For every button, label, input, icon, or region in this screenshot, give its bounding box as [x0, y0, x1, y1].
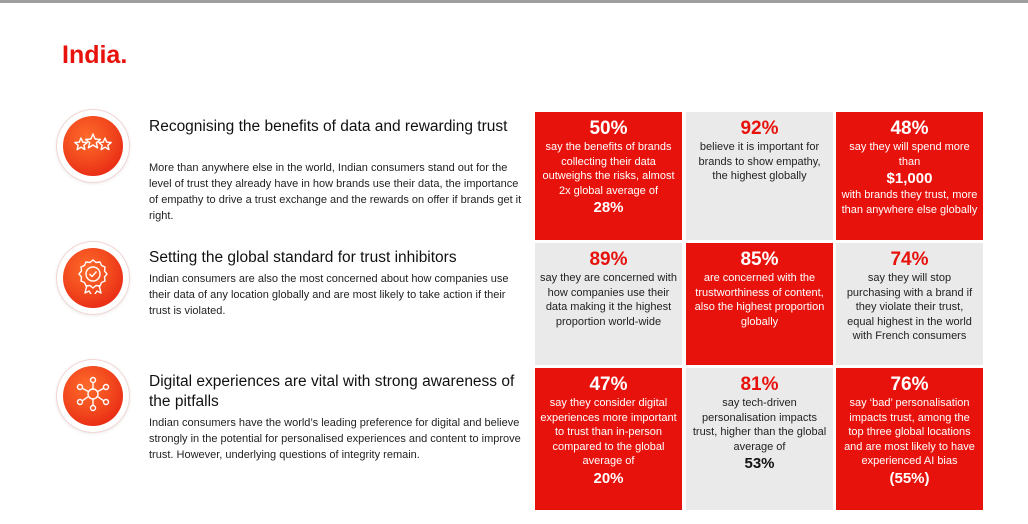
- section-1-icon-badge: [57, 110, 129, 182]
- stat-highlight: 53%: [744, 455, 775, 473]
- stat-value: 74%: [890, 249, 929, 270]
- stat-card: 92% believe it is important for brands t…: [686, 112, 833, 240]
- section-3-icon-badge: [57, 360, 129, 432]
- stat-text-after: with brands they trust, more than anywhe…: [841, 189, 978, 216]
- stat-value: 50%: [589, 118, 628, 139]
- stat-value: 47%: [589, 374, 628, 395]
- stat-value: 85%: [740, 249, 779, 270]
- top-divider: [0, 0, 1028, 3]
- section-3-heading: Digital experiences are vital with stron…: [149, 373, 515, 410]
- stat-value: 76%: [890, 374, 929, 395]
- stat-text: say ‘bad’ personalisation impacts trust,…: [844, 397, 975, 468]
- stat-text: say they consider digital experiences mo…: [540, 397, 677, 468]
- stat-text: are concerned with the trustworthiness o…: [694, 272, 825, 328]
- section-3-body: Indian consumers have the world’s leadin…: [149, 417, 521, 461]
- stat-highlight: 28%: [593, 199, 624, 217]
- stat-card: 81% say tech-driven personalisation impa…: [686, 368, 833, 510]
- stat-value: 48%: [890, 118, 929, 139]
- section-1-heading: Recognising the benefits of data and rew…: [149, 118, 508, 135]
- section-2-heading: Setting the global standard for trust in…: [149, 249, 457, 266]
- section-2-icon-badge: [57, 242, 129, 314]
- stat-highlight: (55%): [889, 469, 930, 487]
- page-title: India.: [62, 41, 128, 69]
- award-badge-icon: [76, 258, 110, 299]
- stars-icon: [73, 132, 113, 161]
- stat-highlight: $1,000: [886, 170, 933, 188]
- stat-card: 47% say they consider digital experience…: [535, 368, 682, 510]
- stat-text: say they are concerned with how companie…: [540, 272, 677, 328]
- stat-value: 81%: [740, 374, 779, 395]
- stat-card: 50% say the benefits of brands collectin…: [535, 112, 682, 240]
- stat-text: believe it is important for brands to sh…: [698, 141, 821, 183]
- stat-card: 76% say ‘bad’ personalisation impacts tr…: [836, 368, 983, 510]
- stat-card: 85% are concerned with the trustworthine…: [686, 243, 833, 365]
- stat-value: 92%: [740, 118, 779, 139]
- section-2-body: Indian consumers are also the most conce…: [149, 273, 509, 317]
- stat-card: 89% say they are concerned with how comp…: [535, 243, 682, 365]
- stat-text: say tech-driven personalisation impacts …: [692, 397, 827, 453]
- stat-card: 48% say they will spend more than $1,000…: [836, 112, 983, 240]
- section-1-body: More than anywhere else in the world, In…: [149, 162, 522, 222]
- stat-highlight: 20%: [593, 469, 624, 487]
- stat-value: 89%: [589, 249, 628, 270]
- network-icon: [75, 376, 111, 417]
- stat-text: say they will spend more than: [849, 141, 970, 168]
- stat-text: say the benefits of brands collecting th…: [542, 141, 675, 197]
- stat-card: 74% say they will stop purchasing with a…: [836, 243, 983, 365]
- stat-text: say they will stop purchasing with a bra…: [846, 272, 973, 343]
